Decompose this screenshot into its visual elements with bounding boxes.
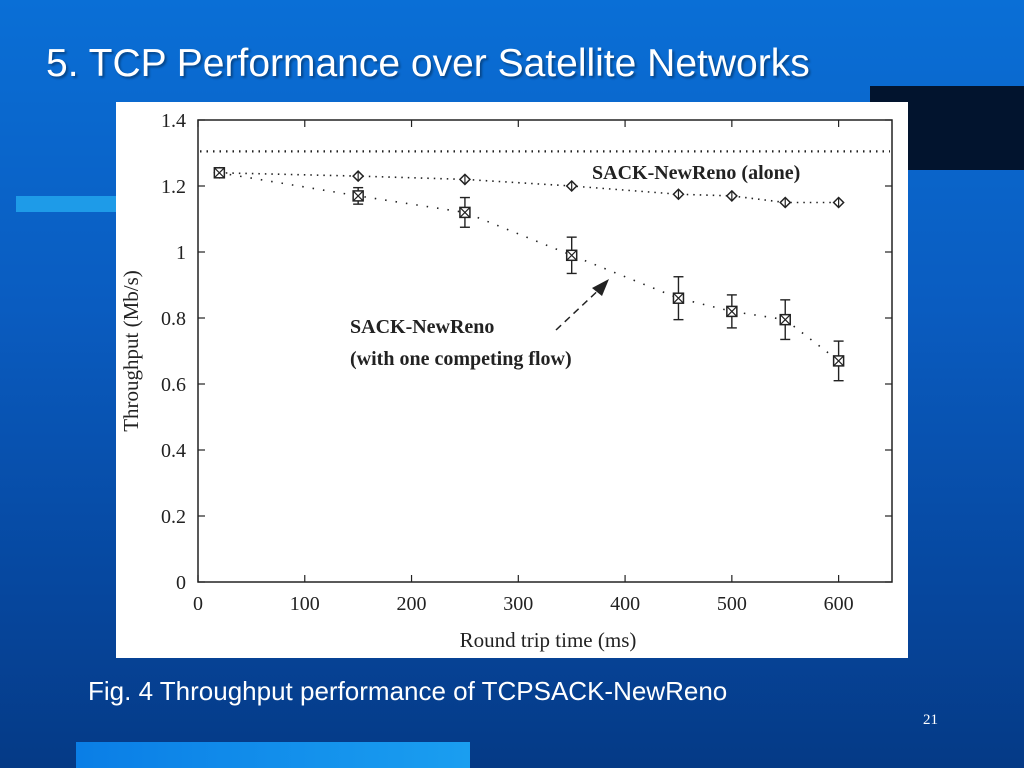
annotation-arrow-shaft [555,284,605,331]
series-line-2 [219,172,840,362]
box-x-point-cross [566,249,578,261]
x-axis-ticks: 0 100 200 300 400 500 600 [193,120,854,615]
annotation-arrow-head [592,279,609,296]
y-tick-label: 1.4 [161,110,186,132]
x-tick-label: 200 [397,593,427,615]
y-axis-label: Throughput (Mb/s) [119,270,143,432]
y-axis-ticks: 0 0.2 0.4 0.6 0.8 1 1.2 1.4 [161,110,892,594]
y-tick-label: 0.6 [161,374,186,396]
y-tick-label: 0.2 [161,506,186,528]
box-x-point-cross [726,305,738,317]
throughput-chart: 0 100 200 300 400 500 600 0 0.2 0.4 0.6 0.8 1 1.2 1.4… [119,110,893,652]
x-tick-label: 500 [717,593,747,615]
annotation-competing-line1: SACK-NewReno [350,316,494,338]
box-x-point-cross [459,206,471,218]
y-tick-label: 0.4 [161,440,186,462]
y-tick-label: 0.8 [161,308,186,330]
plot-frame [197,119,893,583]
annotation-alone: SACK-NewReno (alone) [592,162,800,184]
y-tick-label: 0 [176,572,186,594]
box-x-point-cross [779,314,791,326]
y-tick-label: 1.2 [161,176,186,198]
annotation-competing-line2: (with one competing flow) [350,348,572,370]
box-x-point-cross [213,167,225,179]
slide-title: 5. TCP Performance over Satellite Networ… [46,42,810,85]
data-markers [213,166,845,367]
bottom-accent-bar [76,742,470,768]
series-line-1 [219,172,839,204]
x-tick-label: 600 [824,593,854,615]
x-tick-label: 400 [610,593,640,615]
x-tick-label: 100 [290,593,320,615]
box-x-point-cross [833,355,845,367]
figure-caption: Fig. 4 Throughput performance of TCPSACK… [88,676,728,706]
box-x-point-cross [352,190,364,202]
x-tick-label: 300 [503,593,533,615]
y-tick-label: 1 [176,242,186,264]
box-x-point-cross [673,292,684,304]
x-tick-label: 0 [193,593,203,615]
chart-panel: 0 100 200 300 400 500 600 0 0.2 0.4 0.6 0.8 1 1.2 1.4… [116,102,908,658]
slide-number: 21 [923,712,938,728]
series-lines [219,172,840,362]
x-axis-label: Round trip time (ms) [460,628,637,652]
